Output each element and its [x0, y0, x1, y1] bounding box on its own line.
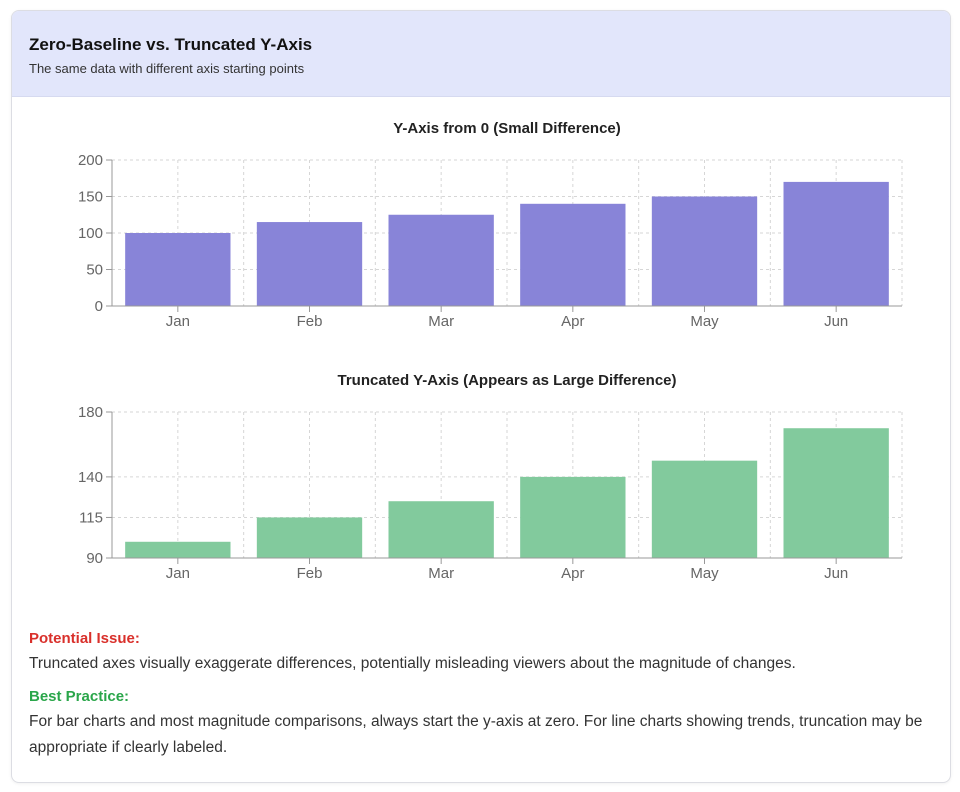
- bar-feb: [256, 222, 363, 306]
- bar-jan: [125, 541, 231, 558]
- y-tick-label: 180: [78, 404, 103, 421]
- x-tick-label: Jun: [824, 313, 848, 330]
- x-tick-label: Feb: [297, 313, 323, 330]
- x-tick-label: Jan: [166, 565, 190, 582]
- bar-mar: [388, 501, 494, 558]
- y-tick-label: 115: [79, 509, 103, 526]
- truncated-axis-bar-chart: Truncated Y-Axis (Appears as Large Diffe…: [78, 372, 903, 582]
- y-tick-label: 90: [86, 550, 103, 567]
- x-tick-label: Mar: [428, 565, 454, 582]
- bar-feb: [256, 517, 363, 558]
- y-tick-label: 50: [86, 262, 103, 279]
- best-practice-text: For bar charts and most magnitude compar…: [29, 713, 923, 756]
- notes-section: Potential Issue: Truncated axes visually…: [29, 629, 939, 761]
- bar-jun: [783, 428, 889, 558]
- zero-baseline-bar-chart: Y-Axis from 0 (Small Difference) 0 50 100 15…: [78, 120, 903, 330]
- card-header: Zero-Baseline vs. Truncated Y-Axis The s…: [12, 11, 950, 97]
- x-tick-label: May: [690, 313, 719, 330]
- chart-title: Y-Axis from 0 (Small Difference): [393, 120, 621, 137]
- y-tick-label: 200: [78, 152, 103, 169]
- bar-may: [651, 196, 758, 306]
- x-tick-label: Apr: [561, 313, 584, 330]
- x-tick-label: Apr: [561, 565, 584, 582]
- y-tick-label: 0: [95, 298, 103, 315]
- y-tick-label: 100: [78, 225, 103, 242]
- card-title: Zero-Baseline vs. Truncated Y-Axis: [29, 35, 313, 54]
- best-practice-heading: Best Practice:: [29, 688, 130, 705]
- bar-apr: [520, 476, 626, 558]
- chart-card: Zero-Baseline vs. Truncated Y-Axis The s…: [11, 10, 951, 783]
- issue-heading: Potential Issue:: [29, 630, 140, 647]
- x-tick-label: Mar: [428, 313, 454, 330]
- y-tick-label: 150: [78, 189, 103, 206]
- y-tick-label: 140: [78, 469, 103, 486]
- bar-may: [651, 460, 758, 558]
- x-tick-label: May: [690, 565, 719, 582]
- x-tick-label: Jan: [166, 313, 190, 330]
- issue-text: Truncated axes visually exaggerate diffe…: [29, 655, 796, 672]
- x-tick-label: Feb: [297, 565, 323, 582]
- bar-mar: [388, 214, 494, 306]
- bar-jan: [125, 233, 231, 306]
- chart-title: Truncated Y-Axis (Appears as Large Diffe…: [337, 372, 676, 389]
- x-tick-label: Jun: [824, 565, 848, 582]
- bar-jun: [783, 181, 889, 306]
- card-subtitle: The same data with different axis starti…: [29, 61, 305, 76]
- bar-apr: [520, 203, 626, 306]
